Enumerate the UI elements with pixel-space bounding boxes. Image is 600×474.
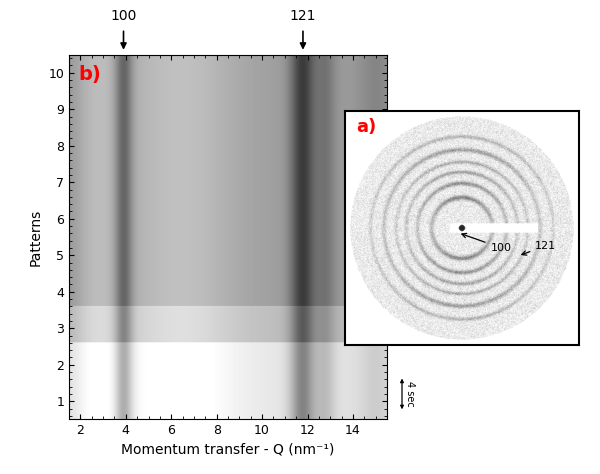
Text: 4 sec: 4 sec bbox=[405, 381, 415, 407]
Text: 100: 100 bbox=[462, 233, 511, 253]
Text: 121: 121 bbox=[290, 9, 316, 23]
Text: b): b) bbox=[79, 65, 101, 84]
Text: 100: 100 bbox=[110, 9, 137, 23]
X-axis label: Momentum transfer - Q (nm⁻¹): Momentum transfer - Q (nm⁻¹) bbox=[121, 443, 335, 457]
Text: a): a) bbox=[356, 118, 377, 136]
Text: 121: 121 bbox=[522, 241, 556, 255]
Y-axis label: Patterns: Patterns bbox=[29, 209, 43, 265]
